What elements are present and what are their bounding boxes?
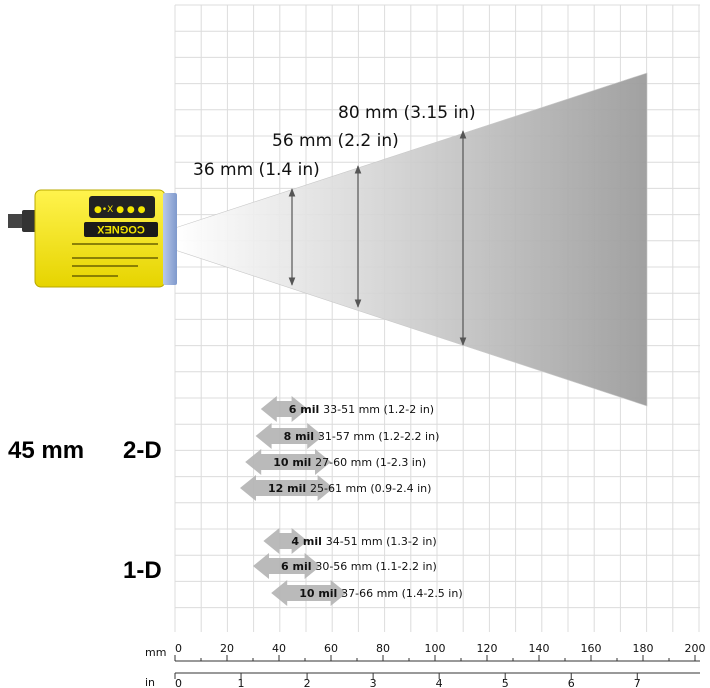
mm-axis-tick-label: 140 <box>529 642 550 655</box>
mm-axis-tick-label: 0 <box>175 642 182 655</box>
two-d-range-text: 8 mil 31-57 mm (1.2-2.2 in) <box>284 430 440 443</box>
one-d-range-text: 10 mil 37-66 mm (1.4-2.5 in) <box>299 587 462 600</box>
mm-axis-tick-label: 200 <box>685 642 706 655</box>
two-d-row: 10 mil 27-60 mm (1-2.3 in) <box>245 449 426 475</box>
fov-label-36mm: 36 mm (1.4 in) <box>193 160 320 180</box>
working-distance-label: 45 mm <box>8 437 84 464</box>
in-axis-tick-label: 1 <box>238 677 245 688</box>
mm-axis-tick-label: 160 <box>581 642 602 655</box>
mm-axis-tick-label: 60 <box>324 642 338 655</box>
mm-axis-tick-label: 120 <box>477 642 498 655</box>
in-axis-tick-label: 4 <box>436 677 443 688</box>
two-d-range-mm: 31-57 mm <box>318 430 378 443</box>
one-d-range-arrow <box>271 580 347 606</box>
cognex-camera: ●•X ● ● ● COGNEX <box>8 189 177 288</box>
mm-axis-unit: mm <box>145 646 166 659</box>
camera-status-leds: ●•X ● ● ● <box>94 205 146 215</box>
two-d-range-text: 6 mil 33-51 mm (1.2-2 in) <box>289 403 434 416</box>
one-d-range-in: (1.1-2.2 in) <box>376 560 437 573</box>
one-d-label: 1-D <box>123 557 162 584</box>
two-d-range-mm: 27-60 mm <box>315 456 375 469</box>
two-d-range-mm: 25-61 mm <box>310 482 370 495</box>
one-d-range-arrow <box>263 528 308 554</box>
one-d-range-text: 4 mil 34-51 mm (1.3-2 in) <box>291 535 436 548</box>
two-d-label: 2-D <box>123 437 162 464</box>
camera-brand-logo: COGNEX <box>97 223 145 235</box>
two-d-row: 8 mil 31-57 mm (1.2-2.2 in) <box>255 423 440 449</box>
in-axis-tick-label: 6 <box>568 677 575 688</box>
two-d-range-in: (1.2-2.2 in) <box>378 430 439 443</box>
fov-label-80mm: 80 mm (3.15 in) <box>338 103 476 123</box>
two-d-range-arrow <box>255 423 324 449</box>
one-d-range-arrow <box>253 553 321 579</box>
in-axis-tick-label: 0 <box>175 677 182 688</box>
in-axis-unit: in <box>145 676 155 688</box>
one-d-size: 10 mil <box>299 587 341 600</box>
mm-axis-tick-label: 40 <box>272 642 286 655</box>
in-axis-tick-label: 2 <box>304 677 311 688</box>
two-d-range-text: 10 mil 27-60 mm (1-2.3 in) <box>273 456 426 469</box>
two-d-row: 6 mil 33-51 mm (1.2-2 in) <box>260 396 434 422</box>
one-d-range-mm: 34-51 mm <box>326 535 386 548</box>
two-d-range-in: (1-2.3 in) <box>376 456 427 469</box>
one-d-range-in: (1.4-2.5 in) <box>402 587 463 600</box>
in-axis-tick-label: 7 <box>634 677 641 688</box>
reading-range-rows: 6 mil 33-51 mm (1.2-2 in) 8 mil 31-57 mm … <box>240 396 463 606</box>
two-d-range-in: (0.9-2.4 in) <box>370 482 431 495</box>
two-d-size: 10 mil <box>273 456 315 469</box>
two-d-range-arrow <box>260 396 308 422</box>
mm-axis-tick-label: 80 <box>376 642 390 655</box>
fov-label-56mm: 56 mm (2.2 in) <box>272 131 399 151</box>
one-d-range-text: 6 mil 30-56 mm (1.1-2.2 in) <box>281 560 437 573</box>
one-d-size: 6 mil <box>281 560 315 573</box>
mm-axis-tick-label: 100 <box>425 642 446 655</box>
two-d-range-in: (1.2-2 in) <box>384 403 435 416</box>
one-d-range-in: (1.3-2 in) <box>386 535 437 548</box>
distance-axes: mm 0 20 40 60 80 100 120 140 160 180 200 in 0 1 2 3 4 5 6 7 <box>145 642 706 688</box>
two-d-range-arrow <box>245 449 331 475</box>
two-d-size: 8 mil <box>284 430 318 443</box>
one-d-range-mm: 37-66 mm <box>341 587 401 600</box>
in-axis-tick-label: 5 <box>502 677 509 688</box>
two-d-range-mm: 33-51 mm <box>323 403 383 416</box>
two-d-size: 12 mil <box>268 482 310 495</box>
one-d-row: 4 mil 34-51 mm (1.3-2 in) <box>263 528 437 554</box>
two-d-row: 12 mil 25-61 mm (0.9-2.4 in) <box>240 475 431 501</box>
mm-axis-tick-label: 180 <box>633 642 654 655</box>
one-d-range-mm: 30-56 mm <box>315 560 375 573</box>
in-axis-tick-label: 3 <box>370 677 377 688</box>
two-d-size: 6 mil <box>289 403 323 416</box>
one-d-row: 10 mil 37-66 mm (1.4-2.5 in) <box>271 580 463 606</box>
mm-axis-tick-label: 20 <box>220 642 234 655</box>
camera-lens-window <box>163 193 177 285</box>
two-d-range-text: 12 mil 25-61 mm (0.9-2.4 in) <box>268 482 431 495</box>
two-d-range-arrow <box>240 475 334 501</box>
one-d-size: 4 mil <box>291 535 325 548</box>
one-d-row: 6 mil 30-56 mm (1.1-2.2 in) <box>253 553 437 579</box>
